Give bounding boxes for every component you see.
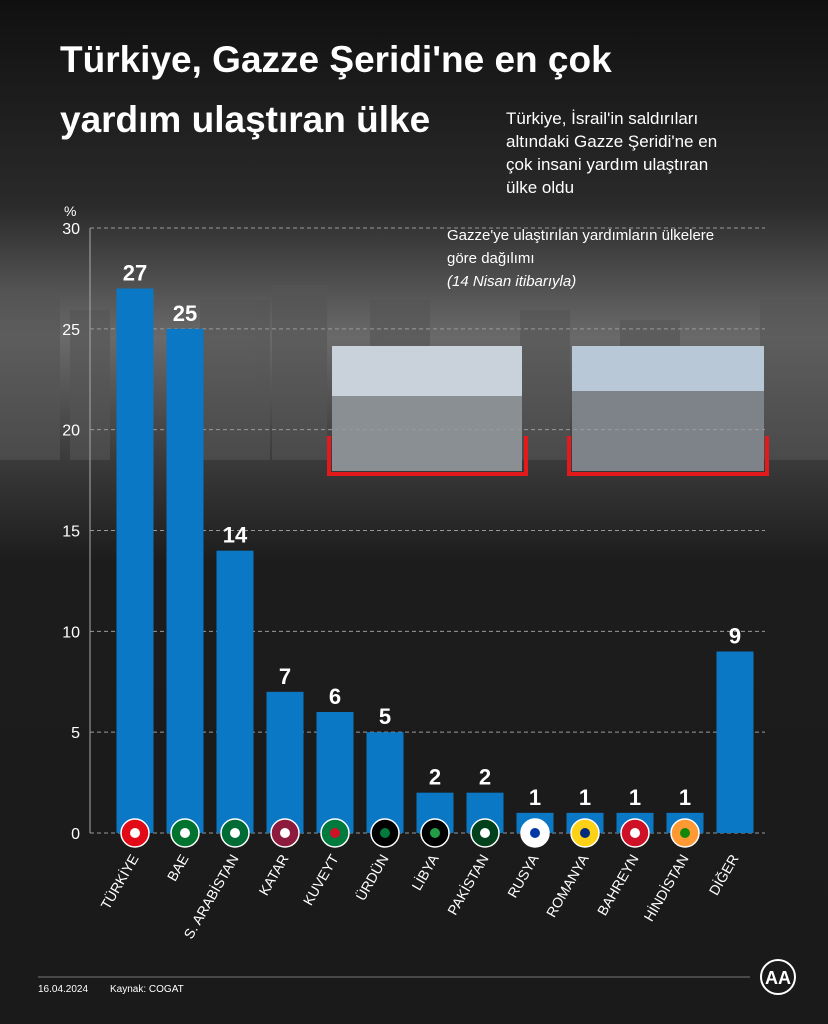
bar — [216, 550, 254, 833]
flag-icon-detail — [630, 828, 640, 838]
y-tick-label: 30 — [62, 221, 80, 238]
flag-icon-detail — [680, 828, 690, 838]
y-tick-label: 20 — [62, 423, 80, 440]
source: Kaynak: COGAT — [110, 984, 184, 995]
annotation-line: (14 Nisan itibarıyla) — [447, 273, 576, 290]
flag-icon-detail — [430, 828, 440, 838]
y-tick-label: 25 — [62, 322, 80, 339]
logo-ring — [760, 959, 796, 995]
value-label: 1 — [579, 785, 591, 810]
value-label: 6 — [329, 684, 341, 709]
value-label: 7 — [279, 664, 291, 689]
subtitle-line: Türkiye, İsrail'in saldırıları — [506, 109, 698, 128]
y-tick-label: 10 — [62, 624, 80, 641]
bar — [366, 732, 404, 833]
title: Türkiye, Gazze Şeridi'ne en çok — [60, 39, 612, 80]
value-label: 1 — [529, 785, 541, 810]
logo: AA — [765, 968, 791, 988]
value-label: 2 — [429, 765, 441, 790]
flag-icon-detail — [130, 828, 140, 838]
flag-icon-detail — [280, 828, 290, 838]
y-tick-label: 15 — [62, 524, 80, 541]
bar — [316, 712, 354, 833]
flag-icon-detail — [230, 828, 240, 838]
bar — [266, 691, 304, 833]
flag-icon-detail — [330, 828, 340, 838]
value-label: 9 — [729, 624, 741, 649]
annotation-line: Gazze'ye ulaştırılan yardımların ülkeler… — [447, 227, 714, 244]
flag-icon-detail — [580, 828, 590, 838]
annotation-line: göre dağılımı — [447, 250, 535, 267]
flag-icon-detail — [480, 828, 490, 838]
value-label: 1 — [629, 785, 641, 810]
bar — [166, 328, 204, 833]
y-tick-label: 0 — [71, 826, 80, 843]
value-label: 2 — [479, 765, 491, 790]
value-label: 25 — [173, 301, 197, 326]
y-unit: % — [64, 203, 76, 219]
flag-icon-detail — [180, 828, 190, 838]
subtitle: Türkiye, İsrail'in saldırıları altındaki … — [506, 109, 717, 197]
value-label: 5 — [379, 704, 391, 729]
subtitle-line: altındaki Gazze Şeridi'ne en — [506, 132, 717, 151]
photos — [327, 346, 769, 476]
subtitle-line: ülke oldu — [506, 178, 574, 197]
annotation: Gazze'ye ulaştırılan yardımların ülkeler… — [447, 227, 714, 290]
flag-icon-detail — [380, 828, 390, 838]
bar — [116, 288, 154, 833]
title: yardım ulaştıran ülke — [60, 99, 430, 140]
y-tick-label: 5 — [71, 725, 80, 742]
value-label: 14 — [223, 523, 248, 548]
subtitle-line: çok insani yardım ulaştıran — [506, 155, 708, 174]
date: 16.04.2024 — [38, 984, 88, 995]
value-label: 27 — [123, 261, 147, 286]
value-label: 1 — [679, 785, 691, 810]
bar — [716, 651, 754, 833]
flag-icon-detail — [530, 828, 540, 838]
